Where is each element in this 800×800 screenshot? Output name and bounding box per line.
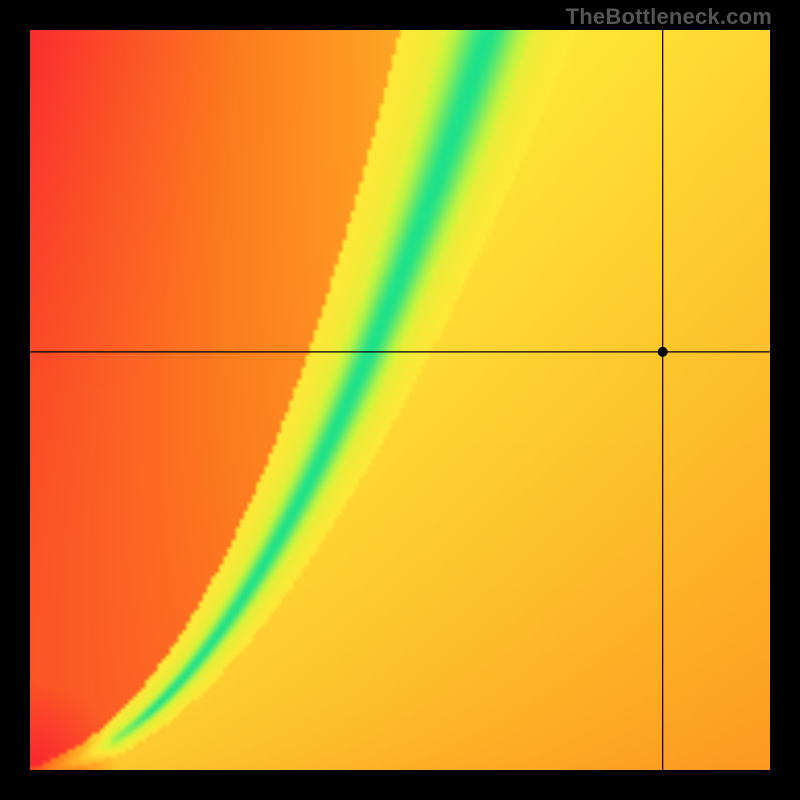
- figure-container: TheBottleneck.com: [0, 0, 800, 800]
- watermark-text: TheBottleneck.com: [566, 4, 772, 30]
- heatmap-canvas: [30, 30, 770, 770]
